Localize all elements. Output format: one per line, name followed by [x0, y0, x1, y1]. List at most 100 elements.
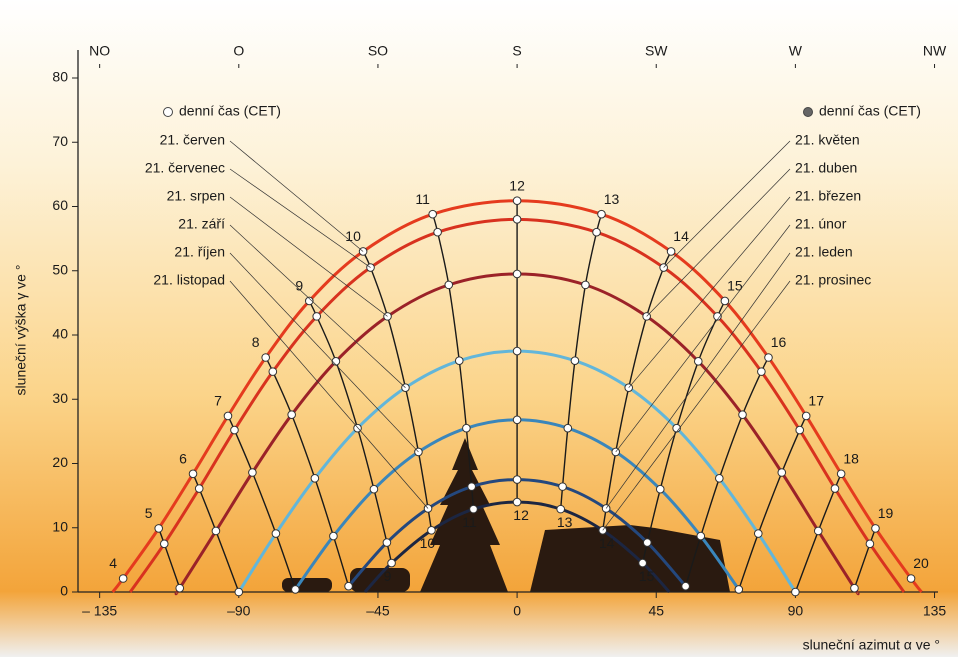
- hour-point: [666, 247, 676, 256]
- hour-point: [638, 558, 647, 568]
- hour-label: 19: [878, 505, 894, 521]
- x-tick-label: 135: [923, 603, 947, 619]
- hour-point: [512, 346, 522, 356]
- y-tick-label: 70: [52, 133, 68, 149]
- hour-label: 13: [557, 514, 573, 530]
- hour-label: 18: [843, 450, 859, 466]
- hour-point: [312, 312, 322, 321]
- hour-label: 12: [509, 177, 525, 193]
- legend-marker: [163, 107, 173, 117]
- leader-line: [229, 140, 364, 252]
- hour-point: [693, 357, 703, 366]
- month-label: 21. červen: [160, 132, 225, 148]
- hour-point: [261, 353, 270, 362]
- silhouette: [282, 438, 730, 592]
- hour-point: [369, 484, 379, 494]
- hour-point: [469, 504, 478, 514]
- x2-tick-label: NO: [89, 43, 110, 59]
- x-axis-title: sluneční azimut α ve °: [803, 637, 940, 653]
- hour-point: [696, 531, 706, 541]
- hour-point: [344, 581, 353, 591]
- hour-point: [383, 312, 392, 321]
- hour-point: [715, 473, 724, 483]
- hour-point: [427, 526, 436, 535]
- hour-point: [188, 469, 198, 479]
- hour-point: [592, 227, 601, 237]
- hour-point: [230, 425, 239, 435]
- hour-point: [801, 411, 811, 421]
- hour-label: 15: [727, 278, 743, 294]
- hour-point: [795, 425, 805, 435]
- hour-label: 9: [384, 568, 392, 584]
- hour-point: [757, 367, 766, 376]
- hour-point: [331, 357, 341, 366]
- hour-label: 13: [604, 191, 620, 207]
- hour-point: [830, 484, 840, 493]
- month-label: 21. květen: [795, 132, 860, 148]
- x2-tick-label: W: [789, 43, 803, 59]
- month-label: 21. prosinec: [795, 272, 871, 288]
- month-label: 21. říjen: [174, 244, 225, 260]
- y-axis-title: sluneční výška γ ve °: [13, 265, 29, 396]
- hour-line: [794, 473, 842, 593]
- hour-point: [836, 469, 846, 479]
- leader-line: [615, 224, 791, 453]
- leader-line: [628, 196, 791, 388]
- leader-line: [229, 280, 429, 509]
- hour-point: [211, 526, 221, 536]
- hour-point: [512, 475, 522, 484]
- hour-point: [194, 484, 204, 493]
- y-tick-label: 20: [52, 454, 68, 470]
- month-label: 21. březen: [795, 188, 861, 204]
- hour-point: [454, 356, 464, 366]
- leader-line: [646, 168, 791, 317]
- hour-point: [234, 587, 244, 597]
- month-label: 21. leden: [795, 244, 853, 260]
- hour-point: [433, 227, 442, 237]
- hour-point: [382, 538, 392, 547]
- x-tick-label: –90: [227, 603, 251, 619]
- hour-point: [291, 585, 300, 594]
- hour-point: [558, 482, 567, 491]
- hour-label: 16: [771, 334, 787, 350]
- hour-point: [154, 524, 164, 533]
- hour-point: [118, 574, 128, 583]
- hour-point: [512, 269, 522, 279]
- legend-label: denní čas (CET): [179, 103, 281, 119]
- hour-line: [192, 473, 240, 593]
- hour-point: [906, 574, 916, 583]
- y-tick-label: 0: [60, 583, 68, 599]
- hour-point: [329, 531, 338, 541]
- hour-label: 10: [420, 535, 436, 551]
- hour-label: 7: [214, 393, 222, 409]
- hour-label: 14: [673, 228, 689, 244]
- hour-label: 11: [462, 514, 477, 530]
- hour-point: [467, 482, 476, 491]
- hour-point: [597, 209, 606, 219]
- leader-line: [229, 252, 419, 453]
- hour-point: [850, 583, 859, 593]
- hour-label: 12: [513, 507, 529, 523]
- hour-point: [175, 583, 185, 593]
- hour-label: 4: [109, 555, 117, 571]
- hour-label: 20: [913, 555, 929, 571]
- x-tick-label: 90: [788, 603, 804, 619]
- y-tick-label: 10: [52, 518, 68, 534]
- hour-point: [734, 585, 744, 594]
- hour-point: [366, 263, 375, 272]
- month-label: 21. srpen: [167, 188, 225, 204]
- hour-point: [304, 296, 314, 306]
- y-tick-label: 30: [52, 390, 68, 406]
- x2-tick-label: S: [512, 43, 521, 59]
- hour-point: [310, 473, 320, 483]
- leader-line: [229, 168, 371, 268]
- y-tick-label: 60: [52, 197, 68, 213]
- hour-point: [713, 312, 722, 321]
- hour-point: [581, 280, 590, 290]
- hour-point: [871, 524, 880, 533]
- leader-line: [663, 140, 791, 268]
- hour-point: [428, 209, 437, 219]
- hour-point: [764, 353, 773, 362]
